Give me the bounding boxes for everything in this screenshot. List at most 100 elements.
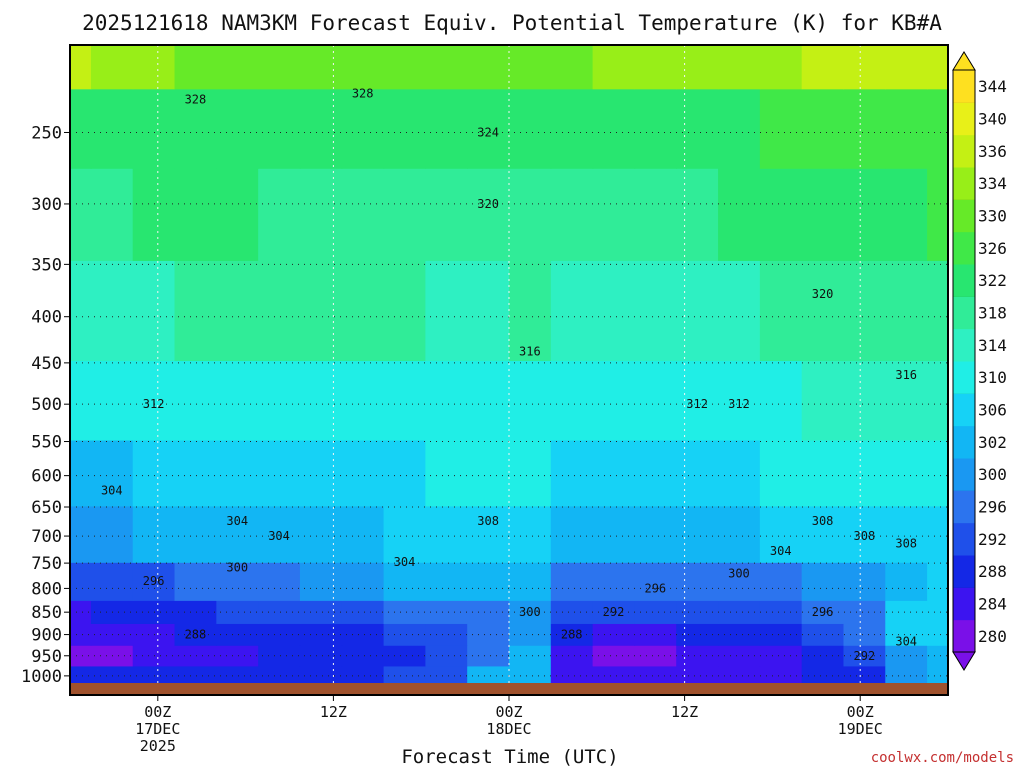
heatmap-cell (174, 260, 217, 362)
heatmap-cell (885, 260, 928, 362)
heatmap-cell (425, 439, 468, 507)
heatmap-cell (467, 88, 510, 169)
heatmap-cell (885, 360, 928, 441)
heatmap-cell (550, 439, 594, 507)
colorbar-swatch (953, 264, 975, 297)
heatmap-cell (467, 360, 510, 441)
contour-label: 292 (603, 605, 625, 619)
heatmap-cell (132, 360, 176, 441)
x-axis-label: Forecast Time (UTC) (401, 746, 618, 768)
heatmap-cell (216, 360, 259, 441)
contour-label: 328 (352, 87, 374, 101)
colorbar-label: 284 (978, 595, 1007, 614)
heatmap-cell (843, 45, 886, 90)
contour-label: 296 (644, 581, 666, 595)
heatmap-cell (718, 505, 761, 563)
heatmap-cell (592, 645, 636, 667)
heatmap-cell (132, 600, 176, 624)
colorbar-label: 288 (978, 562, 1007, 581)
heatmap-cell (70, 260, 92, 362)
heatmap-cell (341, 562, 385, 601)
heatmap-cell (759, 505, 803, 563)
heatmap-cell (132, 645, 176, 667)
heatmap-cell (634, 505, 677, 563)
heatmap-cell (634, 600, 677, 624)
heatmap-cell (299, 562, 343, 601)
heatmap-cell (383, 600, 426, 624)
heatmap-cell (801, 45, 845, 90)
heatmap-cell (70, 505, 92, 563)
heatmap-cell (634, 360, 677, 441)
colorbar-label: 296 (978, 498, 1007, 517)
heatmap-cell (801, 623, 845, 646)
contour-label: 316 (895, 368, 917, 382)
heatmap-cell (70, 623, 92, 646)
heatmap-cell (634, 88, 677, 169)
x-tick-label: 12Z (671, 703, 698, 721)
heatmap-cell (132, 505, 176, 563)
heatmap-cell (299, 88, 343, 169)
contour-label: 308 (477, 514, 499, 528)
heatmap-cell (843, 260, 886, 362)
heatmap-cell (801, 260, 845, 362)
heatmap-cell (341, 360, 385, 441)
heatmap-cell (258, 439, 301, 507)
colorbar-swatch (953, 458, 975, 491)
heatmap-cell (132, 623, 176, 646)
heatmap-cell (634, 562, 677, 601)
contour-label: 288 (185, 628, 207, 642)
heatmap-cell (341, 88, 385, 169)
heatmap-cell (383, 623, 426, 646)
colorbar-swatch (953, 134, 975, 168)
heatmap-cell (216, 505, 259, 563)
heatmap-cell (299, 505, 343, 563)
heatmap-cell (843, 88, 886, 169)
heatmap-cell (90, 168, 134, 261)
heatmap-cell (70, 645, 92, 667)
heatmap-cell (550, 600, 594, 624)
heatmap-cell (718, 45, 761, 90)
heatmap-cell (258, 260, 301, 362)
heatmap-cell (759, 168, 803, 261)
heatmap-cell (90, 88, 134, 169)
heatmap-cell (425, 645, 468, 667)
heatmap-cell (132, 168, 176, 261)
heatmap-cell (718, 360, 761, 441)
contour-label: 300 (519, 605, 541, 619)
heatmap-cell (885, 623, 928, 646)
heatmap-cell (383, 45, 426, 90)
heatmap-cell (927, 88, 948, 169)
heatmap-cell (843, 645, 886, 667)
x-tick-label: 18DEC (486, 720, 531, 738)
heatmap-cell (174, 600, 217, 624)
heatmap-cell (383, 439, 426, 507)
heatmap-cell (634, 645, 677, 667)
contour-label: 304 (226, 514, 248, 528)
contour-label: 304 (394, 555, 416, 569)
heatmap-cell (843, 600, 886, 624)
contour-label: 304 (770, 544, 792, 558)
heatmap-cell (927, 645, 948, 667)
contour-label: 296 (143, 574, 165, 588)
heatmap-cell (425, 260, 468, 362)
heatmap-cell (132, 439, 176, 507)
heatmap-cell (258, 45, 301, 90)
heatmap-cell (467, 260, 510, 362)
heatmap-cell (885, 439, 928, 507)
contour-label: 304 (895, 635, 917, 649)
heatmap-cell (927, 623, 948, 646)
heatmap-cell (299, 439, 343, 507)
heatmap-cell (467, 45, 510, 90)
heatmap-cell (258, 562, 301, 601)
heatmap-cell (509, 505, 552, 563)
contour-label: 300 (728, 566, 750, 580)
contour-label: 308 (812, 514, 834, 528)
y-tick-label: 750 (31, 554, 62, 574)
heatmap-cell (676, 562, 719, 601)
heatmap-cell (759, 623, 803, 646)
heatmap-cell (216, 88, 259, 169)
heatmap-cell (676, 360, 719, 441)
heatmap-cell (341, 45, 385, 90)
colorbar-label: 314 (978, 336, 1007, 355)
